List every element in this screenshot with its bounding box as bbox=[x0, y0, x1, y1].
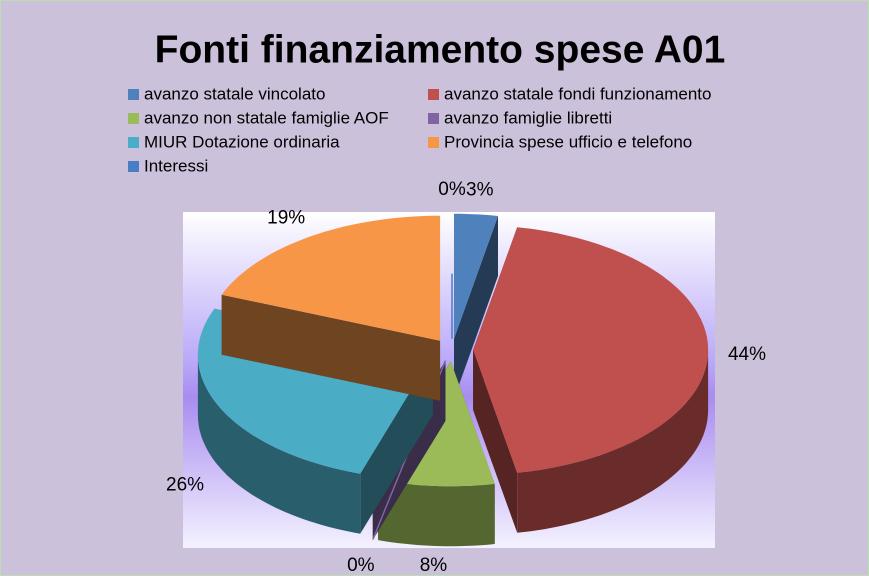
slice-wall bbox=[378, 480, 495, 547]
pie-slice bbox=[473, 227, 709, 533]
legend-swatch bbox=[428, 113, 439, 124]
data-label: 44% bbox=[728, 344, 766, 365]
legend-label: avanzo statale fondi funzionamento bbox=[444, 84, 711, 103]
pie-slice bbox=[221, 215, 441, 401]
slice-wall bbox=[517, 350, 709, 533]
data-label: 8% bbox=[420, 555, 448, 576]
legend-swatch bbox=[428, 89, 439, 100]
slice-top bbox=[473, 227, 709, 473]
data-label: 3% bbox=[466, 180, 494, 201]
chart-title: Fonti finanziamento spese A01 bbox=[155, 28, 726, 71]
data-label: 0% bbox=[347, 555, 375, 576]
legend-label: avanzo statale vincolato bbox=[144, 84, 325, 103]
slice-top bbox=[454, 213, 498, 339]
legend-swatch bbox=[128, 161, 139, 172]
pie-slice bbox=[454, 213, 498, 399]
legend-swatch bbox=[128, 137, 139, 148]
slice-side bbox=[454, 216, 498, 399]
legend-label: Interessi bbox=[144, 156, 208, 175]
legend-label: avanzo non statale famiglie AOF bbox=[144, 108, 389, 127]
slice-side bbox=[473, 350, 518, 533]
legend-label: MIUR Dotazione ordinaria bbox=[144, 132, 340, 151]
data-label: 0% bbox=[438, 179, 466, 200]
legend-label: avanzo famiglie libretti bbox=[444, 108, 612, 127]
legend-swatch bbox=[128, 113, 139, 124]
legend-label: Provincia spese ufficio e telefono bbox=[444, 132, 692, 151]
data-label: 19% bbox=[267, 208, 305, 229]
data-label: 26% bbox=[166, 474, 204, 495]
slice-wall bbox=[197, 354, 361, 534]
slice-side bbox=[221, 294, 441, 401]
slice-top bbox=[221, 215, 441, 341]
legend-swatch bbox=[428, 137, 439, 148]
legend-swatch bbox=[128, 89, 139, 100]
